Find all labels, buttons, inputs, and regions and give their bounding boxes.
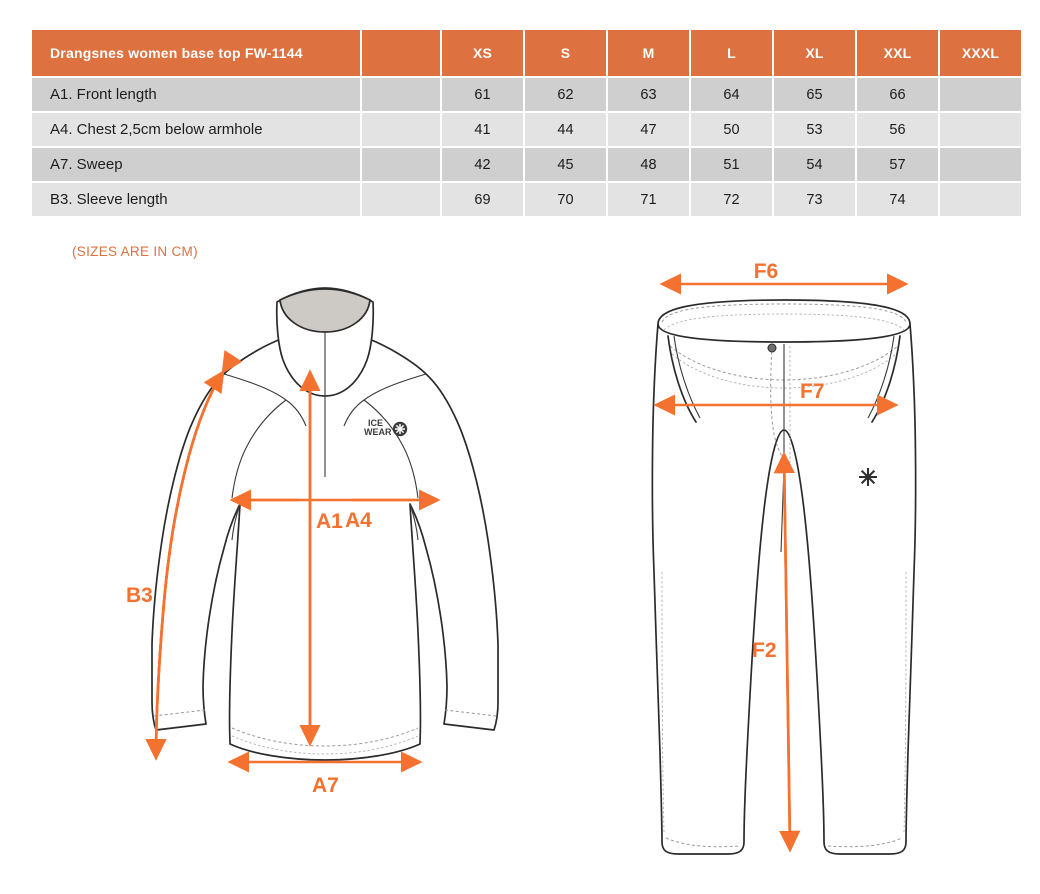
snowflake-icon — [392, 421, 408, 437]
dimension-label-f7: F7 — [800, 380, 825, 403]
cell-value: 65 — [774, 78, 855, 111]
cell-value: 42 — [442, 148, 523, 181]
dimension-a4: A4 — [229, 489, 441, 532]
cell-value: 64 — [691, 78, 772, 111]
hem-stitch-left — [665, 837, 741, 848]
hem-stitch — [231, 727, 419, 747]
cell-value — [940, 78, 1021, 111]
leg-stitch-right — [903, 571, 907, 833]
measure-label: A4. Chest 2,5cm below armhole — [32, 113, 360, 146]
waistband — [657, 299, 911, 343]
row-spacer — [362, 113, 440, 146]
cell-value — [940, 148, 1021, 181]
cell-value: 47 — [608, 113, 689, 146]
dimension-label-a4: A4 — [345, 509, 372, 532]
dimension-label-f2: F2 — [752, 639, 777, 662]
dimension-label-a7: A7 — [312, 774, 339, 797]
column-header-l: L — [691, 30, 772, 76]
row-spacer — [362, 183, 440, 216]
table-body: A1. Front length 61 62 63 64 65 66 A4. C… — [32, 78, 1021, 216]
cell-value: 70 — [525, 183, 606, 216]
cell-value: 73 — [774, 183, 855, 216]
header-row: Drangsnes women base top FW-1144 XS S M … — [32, 30, 1021, 76]
cell-value: 44 — [525, 113, 606, 146]
header-spacer — [362, 30, 440, 76]
leg-stitch-left — [661, 571, 665, 833]
cell-value: 63 — [608, 78, 689, 111]
dimension-a1: A1 — [299, 369, 343, 747]
measure-label: B3. Sleeve length — [32, 183, 360, 216]
column-header-xxl: XXL — [857, 30, 938, 76]
snowflake-icon — [859, 468, 877, 486]
cell-value: 69 — [442, 183, 523, 216]
cell-value: 66 — [857, 78, 938, 111]
logo-text-wear: WEAR — [364, 427, 392, 437]
dimension-label-b3: B3 — [126, 584, 153, 607]
pants-figure: F6 F7 F2 — [600, 260, 980, 882]
row-spacer — [362, 78, 440, 111]
garment-diagrams: ICE WEAR — [0, 260, 1040, 892]
cell-value: 62 — [525, 78, 606, 111]
cell-value: 74 — [857, 183, 938, 216]
cell-value: 71 — [608, 183, 689, 216]
cell-value: 48 — [608, 148, 689, 181]
column-header-xxxl: XXXL — [940, 30, 1021, 76]
pocket-left — [667, 335, 697, 423]
cell-value: 61 — [442, 78, 523, 111]
column-header-xs: XS — [442, 30, 523, 76]
cell-value — [940, 183, 1021, 216]
dimension-label-a1: A1 — [316, 510, 343, 533]
dimension-b3: B3 — [126, 350, 243, 761]
table-row: B3. Sleeve length 69 70 71 72 73 74 — [32, 183, 1021, 216]
table-row: A7. Sweep 42 45 48 51 54 57 — [32, 148, 1021, 181]
hem-stitch-2 — [231, 735, 419, 755]
ice-wear-logo: ICE WEAR — [364, 418, 408, 437]
column-header-xl: XL — [774, 30, 855, 76]
dimension-f7: F7 — [653, 380, 899, 416]
cell-value: 54 — [774, 148, 855, 181]
table-row: A4. Chest 2,5cm below armhole 41 44 47 5… — [32, 113, 1021, 146]
cell-value: 50 — [691, 113, 772, 146]
column-header-m: M — [608, 30, 689, 76]
cell-value: 45 — [525, 148, 606, 181]
cell-value: 51 — [691, 148, 772, 181]
column-header-s: S — [525, 30, 606, 76]
armhole-right — [409, 503, 419, 541]
pocket-right — [871, 335, 901, 423]
cell-value: 72 — [691, 183, 772, 216]
cell-value — [940, 113, 1021, 146]
measure-label: A1. Front length — [32, 78, 360, 111]
hem-stitch-right — [827, 837, 903, 848]
table-row: A1. Front length 61 62 63 64 65 66 — [32, 78, 1021, 111]
dimension-a7: A7 — [227, 751, 423, 797]
raglan-right — [363, 399, 419, 499]
yoke-stitch-2 — [671, 353, 897, 389]
table-header: Drangsnes women base top FW-1144 XS S M … — [32, 30, 1021, 76]
units-note: (SIZES ARE IN CM) — [72, 244, 198, 259]
dimension-f6: F6 — [659, 260, 909, 295]
dimension-label-f6: F6 — [754, 260, 779, 283]
waist-button — [767, 343, 777, 353]
cell-value: 56 — [857, 113, 938, 146]
size-table: Drangsnes women base top FW-1144 XS S M … — [30, 28, 1023, 218]
row-spacer — [362, 148, 440, 181]
cell-value: 57 — [857, 148, 938, 181]
cell-value: 53 — [774, 113, 855, 146]
stand-collar — [275, 287, 375, 397]
base-top-figure: ICE WEAR — [120, 272, 580, 872]
cell-value: 41 — [442, 113, 523, 146]
logo-text-ice: ICE — [368, 418, 383, 428]
dimension-f2: F2 — [752, 451, 801, 853]
product-title: Drangsnes women base top FW-1144 — [32, 30, 360, 76]
measure-label: A7. Sweep — [32, 148, 360, 181]
